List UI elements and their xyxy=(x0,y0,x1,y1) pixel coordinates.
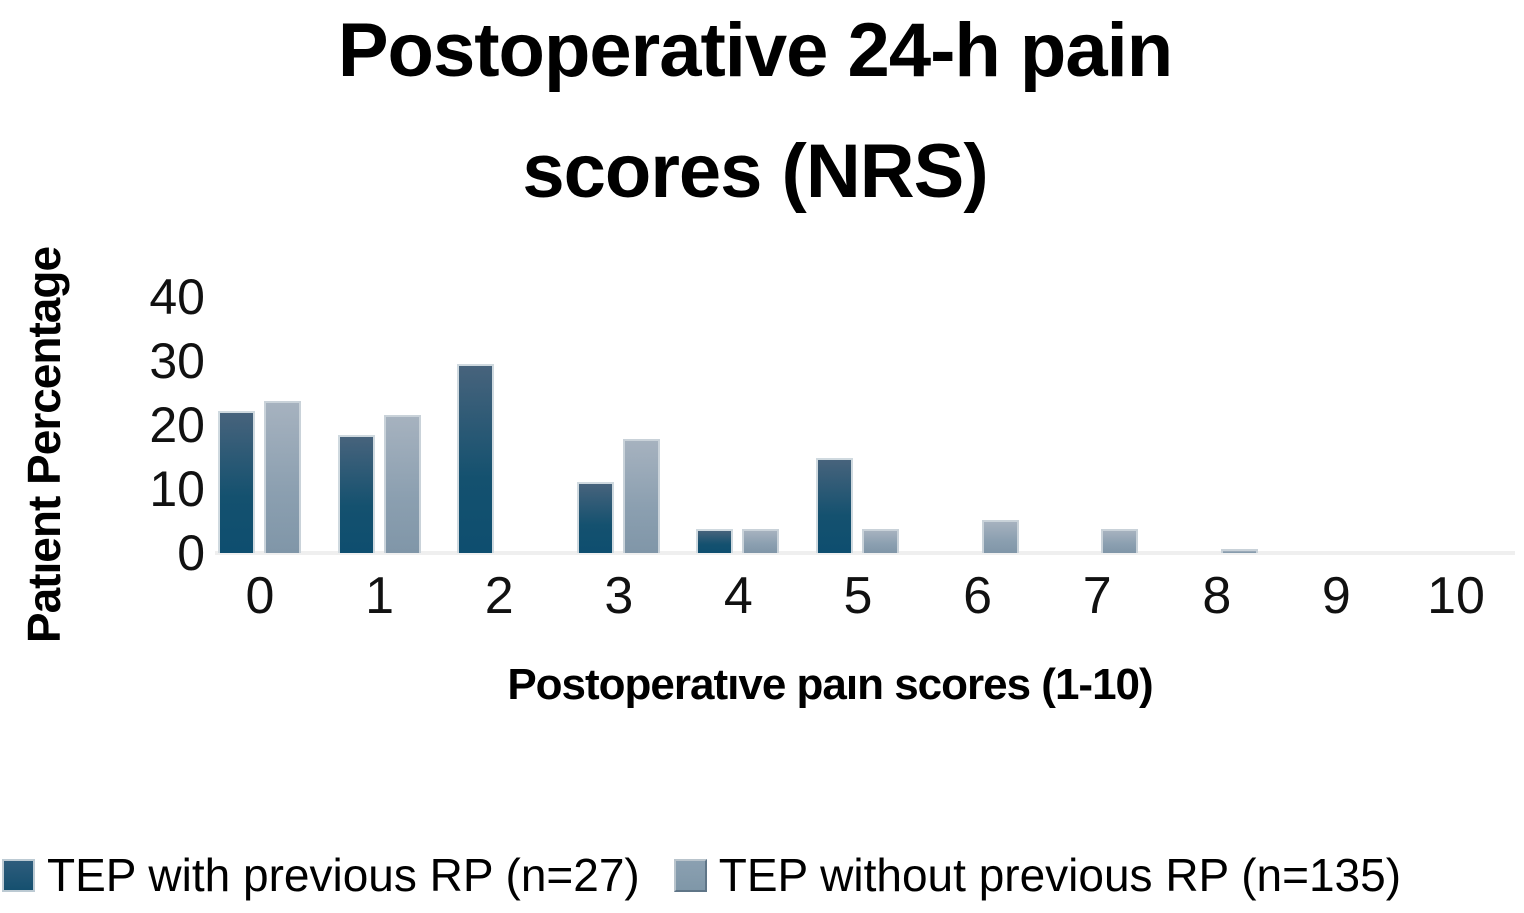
x-tick-label-2: 2 xyxy=(484,567,514,625)
legend: TEP with previous RP (n=27) TEP without … xyxy=(2,848,1401,902)
legend-entry-tep-with-previous-rp: TEP with previous RP (n=27) xyxy=(2,848,640,902)
bar-series1-score-6 xyxy=(981,519,1019,553)
chart-title-line-2: scores (NRS) xyxy=(522,129,988,214)
x-tick-label-5: 5 xyxy=(843,567,873,625)
y-tick-label-20: 20 xyxy=(149,397,205,453)
x-tick-label-1: 1 xyxy=(365,567,395,625)
x-tick-label-7: 7 xyxy=(1082,567,1112,625)
x-tick-label-8: 8 xyxy=(1202,567,1232,625)
y-tick-label-0: 0 xyxy=(177,525,205,581)
x-tick-label-10: 10 xyxy=(1427,567,1485,625)
x-tick-label-9: 9 xyxy=(1321,567,1351,625)
bar-series0-score-5 xyxy=(816,458,853,553)
legend-label: TEP without previous RP (n=135) xyxy=(718,849,1402,901)
bar-series0-score-3 xyxy=(576,481,614,553)
x-tick-label-4: 4 xyxy=(723,567,753,625)
bar-series1-score-7 xyxy=(1101,529,1139,553)
legend-swatch-dark-icon xyxy=(2,858,35,892)
bar-series1-score-8 xyxy=(1220,548,1258,553)
bar-series1-score-1 xyxy=(383,415,421,553)
bar-series1-score-0 xyxy=(264,401,301,553)
x-tick-label-0: 0 xyxy=(245,567,275,625)
bar-series1-score-4 xyxy=(742,529,780,553)
bar-series0-score-4 xyxy=(696,529,734,553)
legend-swatch-light-icon xyxy=(673,858,707,892)
bar-series0-score-0 xyxy=(218,410,255,553)
y-tick-label-30: 30 xyxy=(149,333,205,389)
legend-label: TEP with previous RP (n=27) xyxy=(47,849,640,901)
bar-series0-score-1 xyxy=(337,434,375,553)
x-tick-label-3: 3 xyxy=(604,567,634,625)
y-tick-label-40: 40 xyxy=(149,269,205,325)
bar-series0-score-2 xyxy=(457,363,495,553)
x-axis-title: Postoperatıve paın scores (1-10) xyxy=(507,660,1153,709)
bar-series1-score-5 xyxy=(862,529,899,553)
chart-title-line-1: Postoperative 24-h pain xyxy=(337,8,1173,93)
x-axis-baseline xyxy=(215,551,1515,555)
chart-title: Postoperative 24-h pain scores (NRS) xyxy=(60,0,1450,232)
y-tick-label-10: 10 xyxy=(149,461,205,517)
legend-entry-tep-without-previous-rp: TEP without previous RP (n=135) xyxy=(673,848,1402,902)
x-tick-label-6: 6 xyxy=(963,567,993,625)
bar-series1-score-3 xyxy=(622,439,660,553)
y-axis-title: Patıent Percentage xyxy=(18,246,70,644)
